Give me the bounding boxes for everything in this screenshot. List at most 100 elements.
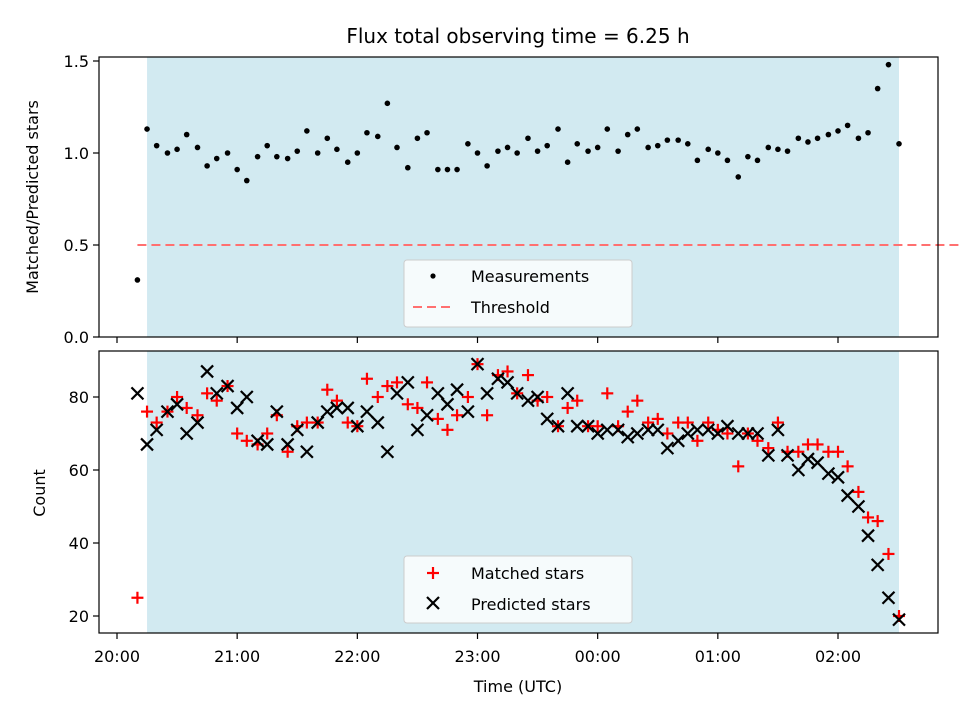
bottom-legend-box bbox=[403, 555, 633, 624]
measurement-points bbox=[134, 61, 902, 283]
matched-star-point bbox=[191, 409, 204, 422]
matched-star-point bbox=[561, 401, 574, 414]
measurement-point bbox=[304, 128, 310, 134]
predicted-star-point bbox=[690, 423, 705, 437]
predicted-star-point bbox=[270, 404, 284, 419]
top-y-axis-label: Matched/Predicted stars bbox=[23, 100, 42, 294]
matched-star-point bbox=[751, 434, 764, 447]
measurement-point bbox=[204, 163, 210, 169]
predicted-star-point bbox=[840, 488, 855, 503]
top-panel: 0.0 0.5 1.0 1.5 Matched/Predicted stars Mea… bbox=[23, 52, 960, 347]
predicted-star-point bbox=[681, 426, 695, 441]
measurement-point bbox=[814, 135, 821, 142]
measurement-point bbox=[144, 126, 150, 132]
matched-star-point bbox=[571, 394, 584, 407]
predicted-star-point bbox=[510, 386, 524, 401]
matched-star-point bbox=[852, 485, 865, 498]
matched-star-point bbox=[171, 391, 184, 403]
measurement-point bbox=[344, 159, 351, 165]
measurement-point bbox=[634, 126, 641, 132]
matched-star-point bbox=[300, 416, 313, 429]
top-legend: Measurements Threshold bbox=[403, 259, 633, 328]
measurement-point bbox=[765, 144, 772, 151]
legend-threshold-label: Threshold bbox=[470, 298, 550, 317]
measurement-point bbox=[805, 139, 811, 145]
matched-star-point bbox=[461, 391, 474, 403]
predicted-star-point bbox=[780, 448, 795, 463]
predicted-star-point bbox=[440, 397, 455, 412]
matched-star-point bbox=[771, 416, 784, 429]
measurement-point bbox=[243, 177, 250, 184]
predicted-star-point bbox=[731, 426, 746, 441]
predicted-star-point bbox=[660, 441, 675, 455]
bottom-x-axis: 20:00 21:00 22:00 23:00 00:00 01:00 02:00 bbox=[94, 633, 861, 666]
measurement-point bbox=[314, 150, 321, 156]
predicted-star-point bbox=[701, 423, 715, 437]
predicted-star-point bbox=[620, 430, 635, 444]
measurement-point bbox=[274, 153, 280, 160]
predicted-star-point bbox=[530, 390, 545, 404]
measurement-point bbox=[795, 135, 802, 142]
matched-star-point bbox=[321, 383, 334, 396]
top-y-axis: 0.0 0.5 1.0 1.5 bbox=[64, 52, 99, 347]
matched-star-point bbox=[341, 416, 354, 429]
measurement-point bbox=[213, 155, 220, 162]
predicted-star-point bbox=[200, 364, 214, 379]
bottom-x-tick-label: 21:00 bbox=[214, 647, 260, 666]
bottom-y-tick-label: 40 bbox=[69, 534, 89, 553]
predicted-star-point bbox=[650, 423, 665, 437]
predicted-star-point bbox=[641, 423, 655, 437]
measurement-point bbox=[544, 142, 550, 149]
measurement-point bbox=[675, 137, 681, 143]
measurement-point bbox=[745, 153, 751, 160]
predicted-star-point bbox=[290, 423, 305, 437]
predicted-star-point bbox=[470, 357, 485, 371]
matched-star-point bbox=[150, 416, 163, 429]
measurement-point bbox=[896, 141, 902, 147]
measurement-point bbox=[194, 144, 201, 151]
measurement-point bbox=[435, 166, 441, 173]
measurement-point bbox=[354, 150, 361, 156]
measurement-point bbox=[424, 129, 430, 136]
predicted-star-point bbox=[230, 401, 244, 415]
predicted-star-point bbox=[190, 415, 205, 430]
predicted-star-point bbox=[380, 444, 395, 459]
measurement-point bbox=[264, 142, 271, 149]
measurement-point bbox=[534, 148, 541, 154]
predicted-star-point bbox=[360, 404, 374, 419]
top-y-tick-label: 0.0 bbox=[64, 328, 89, 347]
predicted-star-point bbox=[861, 528, 875, 543]
matched-star-point bbox=[330, 394, 343, 407]
matched-star-point bbox=[841, 460, 854, 473]
measurement-point bbox=[604, 126, 611, 132]
bottom-x-tick-label: 20:00 bbox=[94, 647, 140, 666]
predicted-star-point bbox=[160, 404, 175, 419]
predicted-star-point bbox=[179, 426, 194, 441]
measurement-point bbox=[874, 85, 881, 92]
matched-star-point bbox=[681, 416, 694, 429]
matched-star-point bbox=[882, 547, 895, 560]
bottom-panel-frame bbox=[98, 350, 939, 634]
bottom-y-axis: 20 40 60 80 bbox=[69, 388, 99, 626]
measurement-point bbox=[224, 150, 231, 156]
bottom-y-tick-label: 60 bbox=[69, 461, 89, 480]
predicted-star-point bbox=[480, 386, 494, 401]
chart-title: Flux total observing time = 6.25 h bbox=[346, 24, 689, 48]
matched-star-point bbox=[141, 405, 154, 418]
predicted-star-point bbox=[420, 408, 434, 423]
bottom-x-tick-label: 01:00 bbox=[695, 647, 741, 666]
matched-star-point bbox=[651, 412, 664, 425]
predicted-star-point bbox=[801, 452, 815, 466]
measurement-point bbox=[484, 163, 490, 169]
measurement-point bbox=[174, 146, 180, 153]
measurement-point bbox=[684, 141, 691, 147]
predicted-star-point bbox=[340, 401, 355, 415]
matched-star-point bbox=[871, 515, 884, 528]
predicted-star-point bbox=[149, 423, 164, 437]
matched-star-point bbox=[421, 376, 434, 389]
measurement-point bbox=[153, 142, 160, 149]
matched-star-point bbox=[591, 420, 604, 433]
matched-star-point bbox=[431, 412, 444, 425]
measurement-point bbox=[324, 135, 331, 142]
